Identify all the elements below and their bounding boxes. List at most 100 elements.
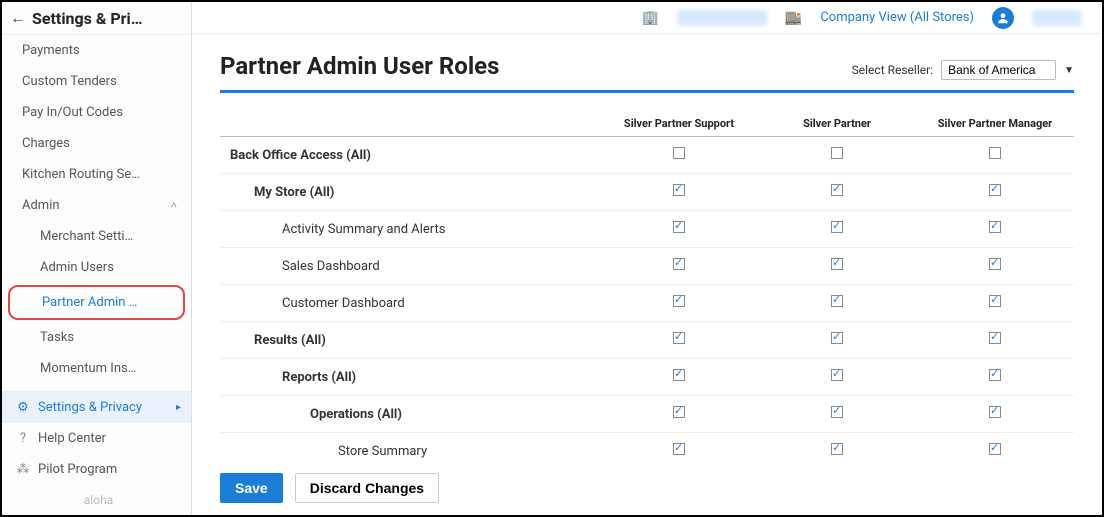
sidebar-item-charges[interactable]: Charges bbox=[2, 128, 191, 159]
checkbox[interactable] bbox=[831, 147, 843, 159]
table-row: Customer Dashboard bbox=[220, 285, 1074, 322]
row-label: Sales Dashboard bbox=[220, 248, 600, 285]
checkbox[interactable] bbox=[673, 369, 685, 381]
checkbox[interactable] bbox=[673, 443, 685, 455]
sidebar-item-merchant-settings[interactable]: Merchant Setti… bbox=[2, 221, 191, 252]
permission-cell bbox=[758, 359, 916, 396]
chevron-up-icon: ˄ bbox=[171, 199, 177, 212]
sidebar-title: Settings & Pri… bbox=[32, 9, 143, 28]
sidebar-item-admin[interactable]: Admin ˄ bbox=[2, 190, 191, 221]
checkbox[interactable] bbox=[673, 184, 685, 196]
sidebar-item-partner-admin[interactable]: Partner Admin … bbox=[8, 285, 185, 320]
checkbox[interactable] bbox=[989, 147, 1001, 159]
discard-button[interactable]: Discard Changes bbox=[295, 473, 439, 503]
help-icon: ? bbox=[16, 431, 30, 446]
sidebar-item-payments[interactable]: Payments bbox=[2, 35, 191, 66]
table-row: Activity Summary and Alerts bbox=[220, 211, 1074, 248]
permission-cell bbox=[758, 174, 916, 211]
sidebar-item-momentum[interactable]: Momentum Ins… bbox=[2, 353, 191, 384]
reseller-selector: Select Reseller: Bank of America ▼ bbox=[852, 60, 1074, 80]
checkbox[interactable] bbox=[673, 221, 685, 233]
permission-cell bbox=[758, 285, 916, 322]
sidebar-item-kitchen-routing[interactable]: Kitchen Routing Se… bbox=[2, 159, 191, 190]
permission-cell bbox=[600, 359, 758, 396]
row-label: Customer Dashboard bbox=[220, 285, 600, 322]
gear-icon: ⚙ bbox=[16, 400, 30, 415]
sidebar-item-custom-tenders[interactable]: Custom Tenders bbox=[2, 66, 191, 97]
sidebar-item-tasks[interactable]: Tasks bbox=[2, 322, 191, 353]
table-row: Results (All) bbox=[220, 322, 1074, 359]
checkbox[interactable] bbox=[831, 295, 843, 307]
reseller-label: Select Reseller: bbox=[852, 63, 933, 77]
company-name-blurred bbox=[677, 10, 767, 26]
sidebar-item-admin-users[interactable]: Admin Users bbox=[2, 252, 191, 283]
checkbox[interactable] bbox=[831, 369, 843, 381]
row-label: My Store (All) bbox=[220, 174, 600, 211]
row-label: Activity Summary and Alerts bbox=[220, 211, 600, 248]
content: Partner Admin User Roles Select Reseller… bbox=[192, 34, 1102, 515]
footer-brand: aloha bbox=[2, 485, 191, 515]
permission-cell bbox=[916, 137, 1074, 174]
reseller-select[interactable]: Bank of America bbox=[941, 60, 1056, 80]
checkbox[interactable] bbox=[831, 184, 843, 196]
checkbox[interactable] bbox=[673, 147, 685, 159]
col-header-2: Silver Partner Manager bbox=[916, 111, 1074, 137]
permissions-table: Silver Partner Support Silver Partner Si… bbox=[220, 111, 1074, 507]
checkbox[interactable] bbox=[673, 406, 685, 418]
permission-cell bbox=[916, 211, 1074, 248]
save-button[interactable]: Save bbox=[220, 473, 283, 503]
permission-cell bbox=[758, 137, 916, 174]
page-header: Partner Admin User Roles Select Reseller… bbox=[220, 52, 1074, 93]
sidebar-header: ← Settings & Pri… bbox=[2, 2, 191, 35]
footer-settings-privacy[interactable]: ⚙ Settings & Privacy ▸ bbox=[2, 392, 191, 423]
checkbox[interactable] bbox=[831, 258, 843, 270]
checkbox[interactable] bbox=[989, 369, 1001, 381]
col-header-blank bbox=[220, 111, 600, 137]
page-title: Partner Admin User Roles bbox=[220, 52, 499, 80]
checkbox[interactable] bbox=[831, 332, 843, 344]
building-icon[interactable]: 🏢 bbox=[641, 10, 658, 26]
back-icon[interactable]: ← bbox=[10, 8, 26, 28]
row-label: Back Office Access (All) bbox=[220, 137, 600, 174]
checkbox[interactable] bbox=[989, 406, 1001, 418]
checkbox[interactable] bbox=[831, 406, 843, 418]
permission-cell bbox=[916, 174, 1074, 211]
sidebar-item-pay-in-out[interactable]: Pay In/Out Codes bbox=[2, 97, 191, 128]
checkbox[interactable] bbox=[989, 443, 1001, 455]
permission-cell bbox=[916, 396, 1074, 433]
checkbox[interactable] bbox=[673, 295, 685, 307]
action-bar: Save Discard Changes bbox=[220, 463, 1074, 515]
permission-cell bbox=[916, 359, 1074, 396]
row-label: Reports (All) bbox=[220, 359, 600, 396]
permission-cell bbox=[600, 248, 758, 285]
checkbox[interactable] bbox=[989, 332, 1001, 344]
permission-cell bbox=[600, 396, 758, 433]
checkbox[interactable] bbox=[673, 332, 685, 344]
checkbox[interactable] bbox=[831, 221, 843, 233]
store-icon[interactable]: 🏬 bbox=[785, 10, 802, 26]
table-row: Operations (All) bbox=[220, 396, 1074, 433]
footer-help-center[interactable]: ? Help Center bbox=[2, 423, 191, 454]
user-name-blurred bbox=[1032, 10, 1082, 26]
checkbox[interactable] bbox=[989, 184, 1001, 196]
sidebar-nav: Payments Custom Tenders Pay In/Out Codes… bbox=[2, 35, 191, 391]
checkbox[interactable] bbox=[673, 258, 685, 270]
permission-cell bbox=[600, 174, 758, 211]
permission-cell bbox=[600, 285, 758, 322]
table-row: Reports (All) bbox=[220, 359, 1074, 396]
company-view-link[interactable]: Company View (All Stores) bbox=[820, 10, 974, 25]
checkbox[interactable] bbox=[989, 258, 1001, 270]
chevron-right-icon: ▸ bbox=[176, 402, 181, 413]
checkbox[interactable] bbox=[989, 221, 1001, 233]
table-row: Back Office Access (All) bbox=[220, 137, 1074, 174]
permission-cell bbox=[758, 211, 916, 248]
topbar: 🏢 🏬 Company View (All Stores) bbox=[192, 2, 1102, 34]
user-avatar-icon[interactable] bbox=[992, 7, 1014, 29]
table-row: My Store (All) bbox=[220, 174, 1074, 211]
sidebar-item-aggregation[interactable]: Aggregation bbox=[2, 384, 191, 391]
table-row: Sales Dashboard bbox=[220, 248, 1074, 285]
checkbox[interactable] bbox=[989, 295, 1001, 307]
permission-cell bbox=[916, 248, 1074, 285]
footer-pilot-program[interactable]: ⁂ Pilot Program bbox=[2, 454, 191, 485]
checkbox[interactable] bbox=[831, 443, 843, 455]
